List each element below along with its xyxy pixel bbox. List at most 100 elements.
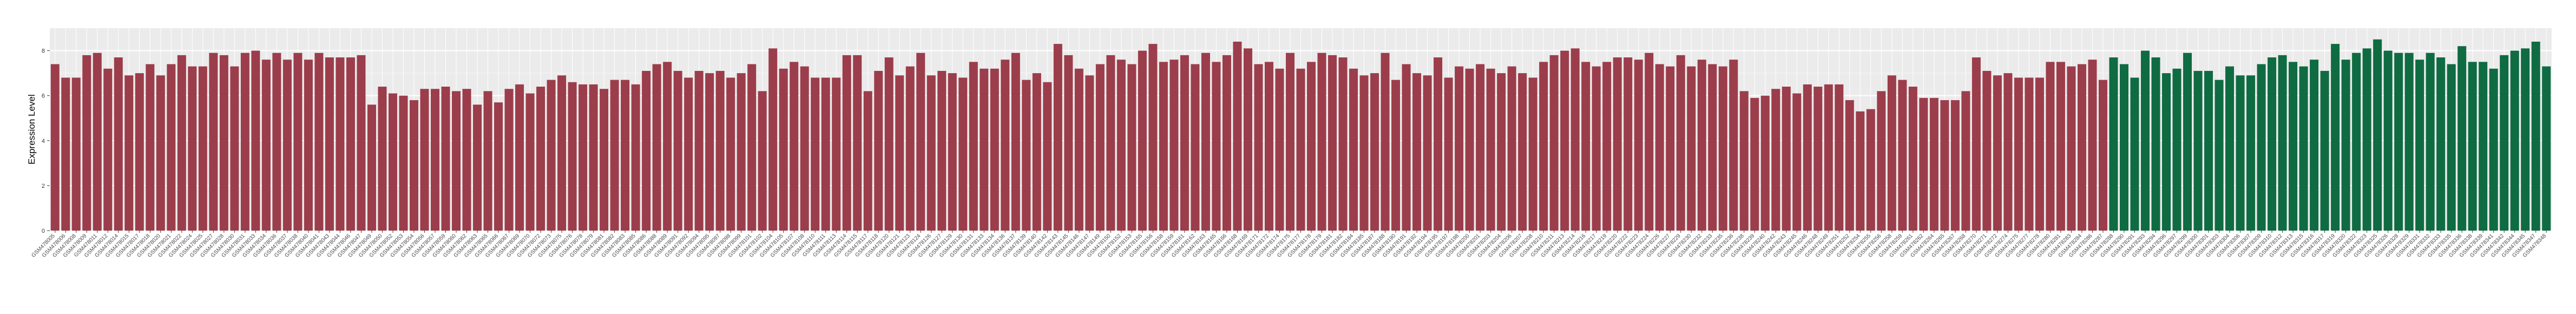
bar [1222,55,1231,231]
bar [420,89,429,231]
bar [557,75,567,231]
y-axis-ticks: 0 2 4 6 8 [42,48,50,234]
bar [1856,111,1865,231]
bar [916,53,925,231]
bar [1349,68,1358,231]
bar [93,53,102,231]
bar [2468,62,2477,231]
bar [2130,77,2139,231]
bar [2447,64,2456,231]
bar [504,89,514,231]
bar [156,75,165,231]
bar [409,100,418,231]
bar [1412,73,1422,231]
bar [304,60,313,231]
bar [1116,60,1126,231]
bar [1095,64,1105,231]
bar [1381,53,1390,231]
bar [2141,50,2150,231]
bar [842,55,851,231]
bar [800,66,809,231]
bar [2151,57,2160,231]
bar [2500,55,2509,231]
bar [1191,64,1200,231]
bar [2014,77,2023,231]
bar [1739,91,1749,231]
bar [1950,100,1960,231]
bar [1539,62,1548,231]
bar [2056,62,2065,231]
bar [684,77,693,231]
bar [124,75,134,231]
bar [2310,60,2319,231]
bar [1486,68,1495,231]
bar [990,68,999,231]
y-tick-label: 4 [42,138,45,145]
bar [2489,68,2498,231]
bar [853,55,862,231]
bar [600,89,609,231]
bar [705,73,714,231]
bar [1074,68,1083,231]
bar [568,82,577,231]
bar [2331,44,2340,231]
bar [2225,66,2235,231]
bar [451,91,461,231]
bar [2531,41,2540,231]
bars [50,39,2551,231]
bar [1307,62,1316,231]
bar [1982,70,1992,231]
bar [378,87,387,231]
bar [2088,60,2097,231]
bar [82,55,91,231]
bar [1592,66,1601,231]
bar [536,87,546,231]
bar [1296,68,1305,231]
bar [1285,53,1294,231]
bar [905,66,915,231]
bar [1444,77,1453,231]
bar [1666,66,1675,231]
bar [1560,50,1569,231]
bar [188,66,197,231]
bar [2003,73,2013,231]
bar [1243,48,1252,231]
bar [2257,64,2266,231]
bar [1750,97,1759,231]
bar [1940,100,1949,231]
y-tick-label: 6 [42,93,45,100]
bar [663,62,672,231]
bar [1169,60,1179,231]
bar [980,68,989,231]
bar [430,89,439,231]
bar [1972,57,1981,231]
bar [1370,73,1379,231]
bar [1391,80,1401,231]
bar [61,77,70,231]
bar [1338,57,1348,231]
bar [884,57,893,231]
bar [240,53,249,231]
bar [726,77,735,231]
bar [1908,87,1917,231]
bar [1929,97,1938,231]
bar [1729,60,1738,231]
bar [1011,53,1020,231]
bar [135,73,144,231]
bar [1507,66,1516,231]
bar [2162,73,2171,231]
bar [1570,48,1580,231]
bar [2289,62,2298,231]
bar [1581,62,1591,231]
bar [2383,50,2393,231]
bar [1919,97,1928,231]
bar [367,104,376,231]
bar [209,53,218,231]
bar [473,104,482,231]
bar [1803,84,1812,231]
bar [758,91,767,231]
bar [926,75,936,231]
bar [71,77,81,231]
bar [1993,75,2002,231]
y-tick-label: 2 [42,183,45,189]
